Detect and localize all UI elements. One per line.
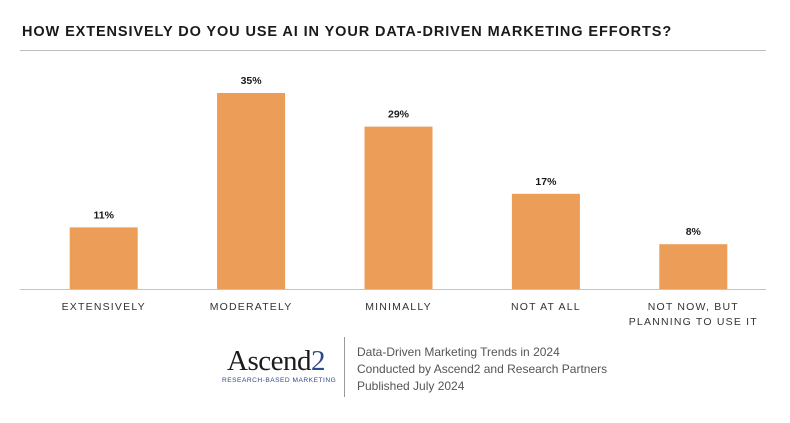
data-label: 11%	[93, 209, 114, 221]
footer-divider	[344, 337, 345, 397]
ascend2-logo: Ascend2 RESEARCH-BASED MARKETING	[222, 346, 337, 384]
footer-published-date: Published July 2024	[357, 379, 465, 393]
data-label: 17%	[535, 176, 557, 188]
category-label: PLANNING TO USE IT	[629, 316, 758, 328]
data-label: 29%	[388, 109, 410, 121]
category-label: MINIMALLY	[365, 301, 432, 313]
logo-name-main: Ascend	[227, 345, 311, 377]
bar	[659, 244, 728, 289]
bar	[364, 126, 433, 289]
logo-wordmark: Ascend2	[222, 346, 330, 376]
bar	[217, 93, 286, 289]
bar	[511, 193, 580, 289]
title-divider	[20, 50, 766, 51]
bar	[69, 227, 138, 289]
category-label: MODERATELY	[210, 301, 293, 313]
footer-report-title: Data-Driven Marketing Trends in 2024	[357, 345, 560, 359]
data-label: 35%	[241, 75, 263, 87]
logo-tagline: RESEARCH-BASED MARKETING	[222, 377, 337, 384]
footer-info: Data-Driven Marketing Trends in 2024 Con…	[357, 344, 607, 395]
logo-name-accent: 2	[310, 345, 326, 377]
chart-title: HOW EXTENSIVELY DO YOU USE AI IN YOUR DA…	[22, 24, 673, 40]
bar-chart: 11% EXTENSIVELY 35% MODERATELY 29% MINIMALLY 1…	[20, 75, 766, 328]
category-label: NOT AT ALL	[511, 301, 581, 313]
footer-conducted-by: Conducted by Ascend2 and Research Partne…	[357, 362, 608, 376]
category-label: EXTENSIVELY	[62, 301, 146, 313]
category-label: NOT NOW, BUT	[648, 301, 739, 313]
data-label: 8%	[686, 226, 702, 238]
